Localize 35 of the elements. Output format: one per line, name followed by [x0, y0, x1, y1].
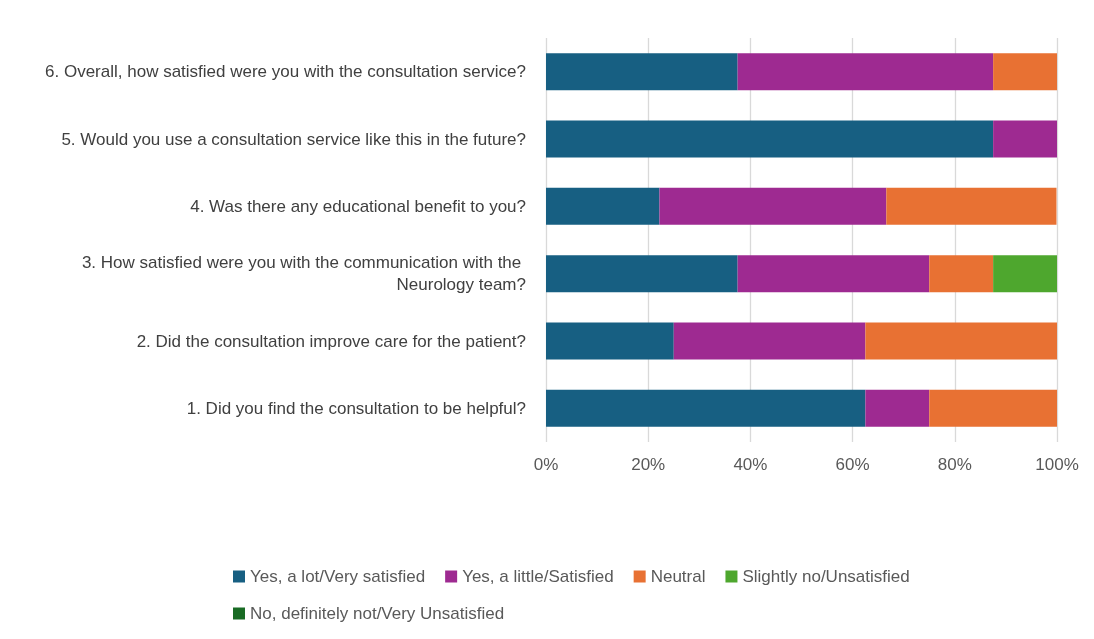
- y-tick-label: 1. Did you find the consultation to be helpful?: [186, 398, 526, 418]
- bar: [737, 53, 994, 91]
- bar: [546, 255, 738, 293]
- y-tick-label: 3. How satisfied were you with the communication with the Neurology team?: [81, 253, 526, 295]
- x-tick-label: 60%: [835, 455, 870, 474]
- legend-label: No, definitely not/Very Unsatisfied: [250, 604, 505, 623]
- y-tick-label: 6. Overall, how satisfied were you with the consultation service?: [45, 62, 526, 82]
- bar: [737, 255, 930, 293]
- bar: [546, 120, 994, 158]
- legend-label: Yes, a little/Satisfied: [462, 567, 614, 586]
- bar: [546, 389, 866, 427]
- bar: [993, 120, 1057, 158]
- bar: [865, 322, 1057, 360]
- bar: [929, 389, 1057, 427]
- bar: [929, 255, 994, 293]
- bar: [993, 255, 1057, 293]
- legend-label: Yes, a lot/Very satisfied: [250, 567, 426, 586]
- bar: [659, 187, 887, 225]
- x-tick-label: 0%: [533, 455, 559, 474]
- bar: [673, 322, 866, 360]
- bar: [546, 53, 738, 91]
- x-tick-label: 80%: [937, 455, 972, 474]
- x-tick-label: 20%: [631, 455, 666, 474]
- bar: [886, 187, 1057, 225]
- y-tick-label: 5. Would you use a consultation service like this in the future?: [61, 129, 526, 149]
- x-tick-label: 40%: [733, 455, 768, 474]
- bar: [865, 389, 930, 427]
- bar: [546, 187, 660, 225]
- legend-label: Slightly no/Unsatisfied: [742, 567, 910, 586]
- x-tick-label: 100%: [1035, 455, 1079, 474]
- bar: [993, 53, 1057, 91]
- y-tick-label: 4. Was there any educational benefit to you?: [190, 196, 526, 216]
- legend-label: Neutral: [650, 567, 706, 586]
- y-tick-label: 2. Did the consultation improve care for the patient?: [136, 331, 526, 351]
- bar: [546, 322, 674, 360]
